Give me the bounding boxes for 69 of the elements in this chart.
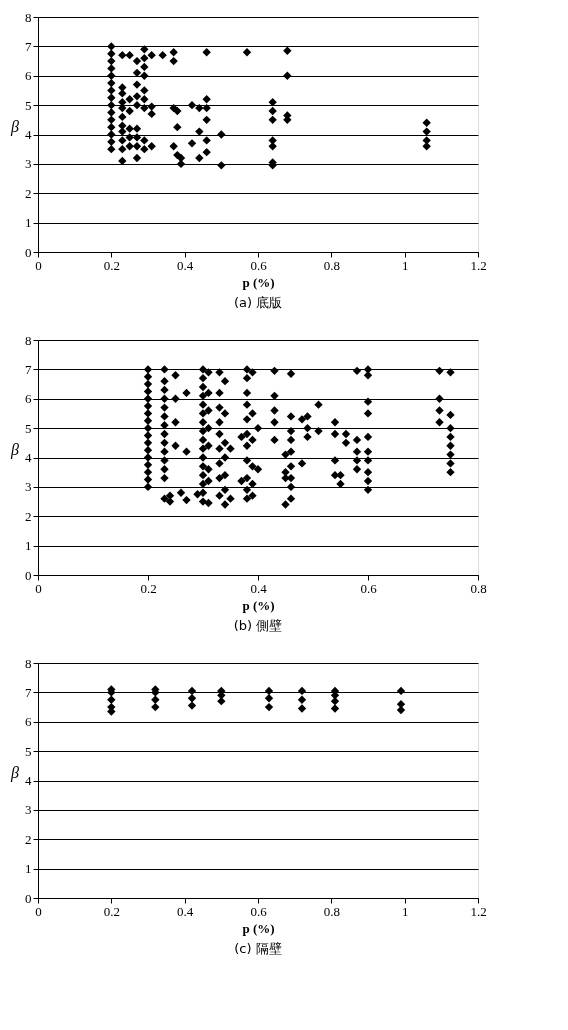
- x-tick-label: 0: [35, 257, 42, 273]
- point: [297, 695, 307, 704]
- y-tick-label: 3: [25, 479, 32, 495]
- x-axis-title: p (%): [242, 274, 275, 290]
- y-tick-label: 2: [25, 508, 32, 524]
- x-tick-label: 0.4: [177, 903, 194, 919]
- y-tick-label: 6: [25, 391, 32, 407]
- x-tick-label: 1.2: [470, 903, 487, 919]
- x-tick-label: 0.4: [250, 580, 268, 596]
- point: [107, 695, 116, 704]
- point: [297, 704, 307, 713]
- y-tick-label: 7: [25, 38, 32, 54]
- point: [264, 694, 274, 703]
- y-tick-label: 3: [25, 156, 32, 172]
- y-tick-label: 7: [25, 361, 32, 377]
- x-tick-label: 0.6: [360, 580, 378, 596]
- y-tick-label: 5: [25, 97, 32, 113]
- x-tick-label: 0.2: [103, 257, 120, 273]
- point: [187, 694, 197, 703]
- text: (b) 側壁: [233, 618, 283, 633]
- x-axis-title: p (%): [242, 597, 275, 613]
- y-tick-label: 7: [25, 684, 32, 700]
- x-tick-label: 0.6: [250, 903, 268, 919]
- x-tick-label: 0.2: [140, 580, 157, 596]
- y-tick-label: 1: [25, 215, 32, 231]
- text: (c) 隔壁: [234, 941, 282, 956]
- y-tick-label: 3: [25, 802, 32, 818]
- y-tick-label: 5: [25, 420, 32, 436]
- y-tick-label: 8: [25, 332, 32, 348]
- point: [264, 686, 274, 696]
- point: [264, 702, 274, 712]
- point: [217, 697, 226, 706]
- y-tick-label: 1: [25, 538, 32, 554]
- x-tick-label: 0: [35, 903, 42, 919]
- y-tick-label: 5: [25, 743, 32, 759]
- point: [151, 695, 160, 704]
- x-tick-label: 1: [401, 257, 409, 273]
- point: [187, 686, 197, 696]
- y-tick-label: 4: [25, 450, 32, 465]
- point: [396, 686, 406, 696]
- x-tick-label: 0.2: [103, 903, 120, 919]
- y-tick-label: 8: [25, 655, 32, 671]
- y-tick-label: 2: [25, 185, 32, 201]
- point: [297, 686, 307, 696]
- y-tick-label: 1: [25, 861, 32, 877]
- x-axis-title: p (%): [242, 920, 275, 936]
- x-tick-label: 1.2: [470, 257, 487, 273]
- y-tick-label: 8: [25, 9, 32, 25]
- y-tick-label: 2: [25, 831, 32, 847]
- y-tick-label: 6: [25, 68, 32, 84]
- x-tick-label: 0.8: [323, 257, 340, 273]
- y-tick-label: 4: [25, 773, 32, 788]
- y-tick-label: 0: [25, 567, 32, 583]
- x-tick-label: 0.8: [323, 903, 340, 919]
- y-axis-title: β: [10, 764, 20, 782]
- text: (a) 底版: [233, 295, 283, 310]
- y-axis-title: β: [10, 441, 20, 459]
- point: [330, 704, 340, 713]
- y-tick-label: 4: [25, 127, 32, 142]
- x-tick-label: 1: [401, 903, 409, 919]
- x-tick-label: 0.8: [470, 580, 487, 596]
- x-tick-label: 0.4: [177, 257, 194, 273]
- point: [187, 701, 197, 710]
- y-tick-label: 0: [25, 890, 32, 906]
- y-tick-label: 0: [25, 244, 32, 260]
- y-axis-title: β: [10, 118, 20, 136]
- y-tick-label: 6: [25, 714, 32, 730]
- x-tick-label: 0: [35, 580, 42, 596]
- x-tick-label: 0.6: [250, 257, 268, 273]
